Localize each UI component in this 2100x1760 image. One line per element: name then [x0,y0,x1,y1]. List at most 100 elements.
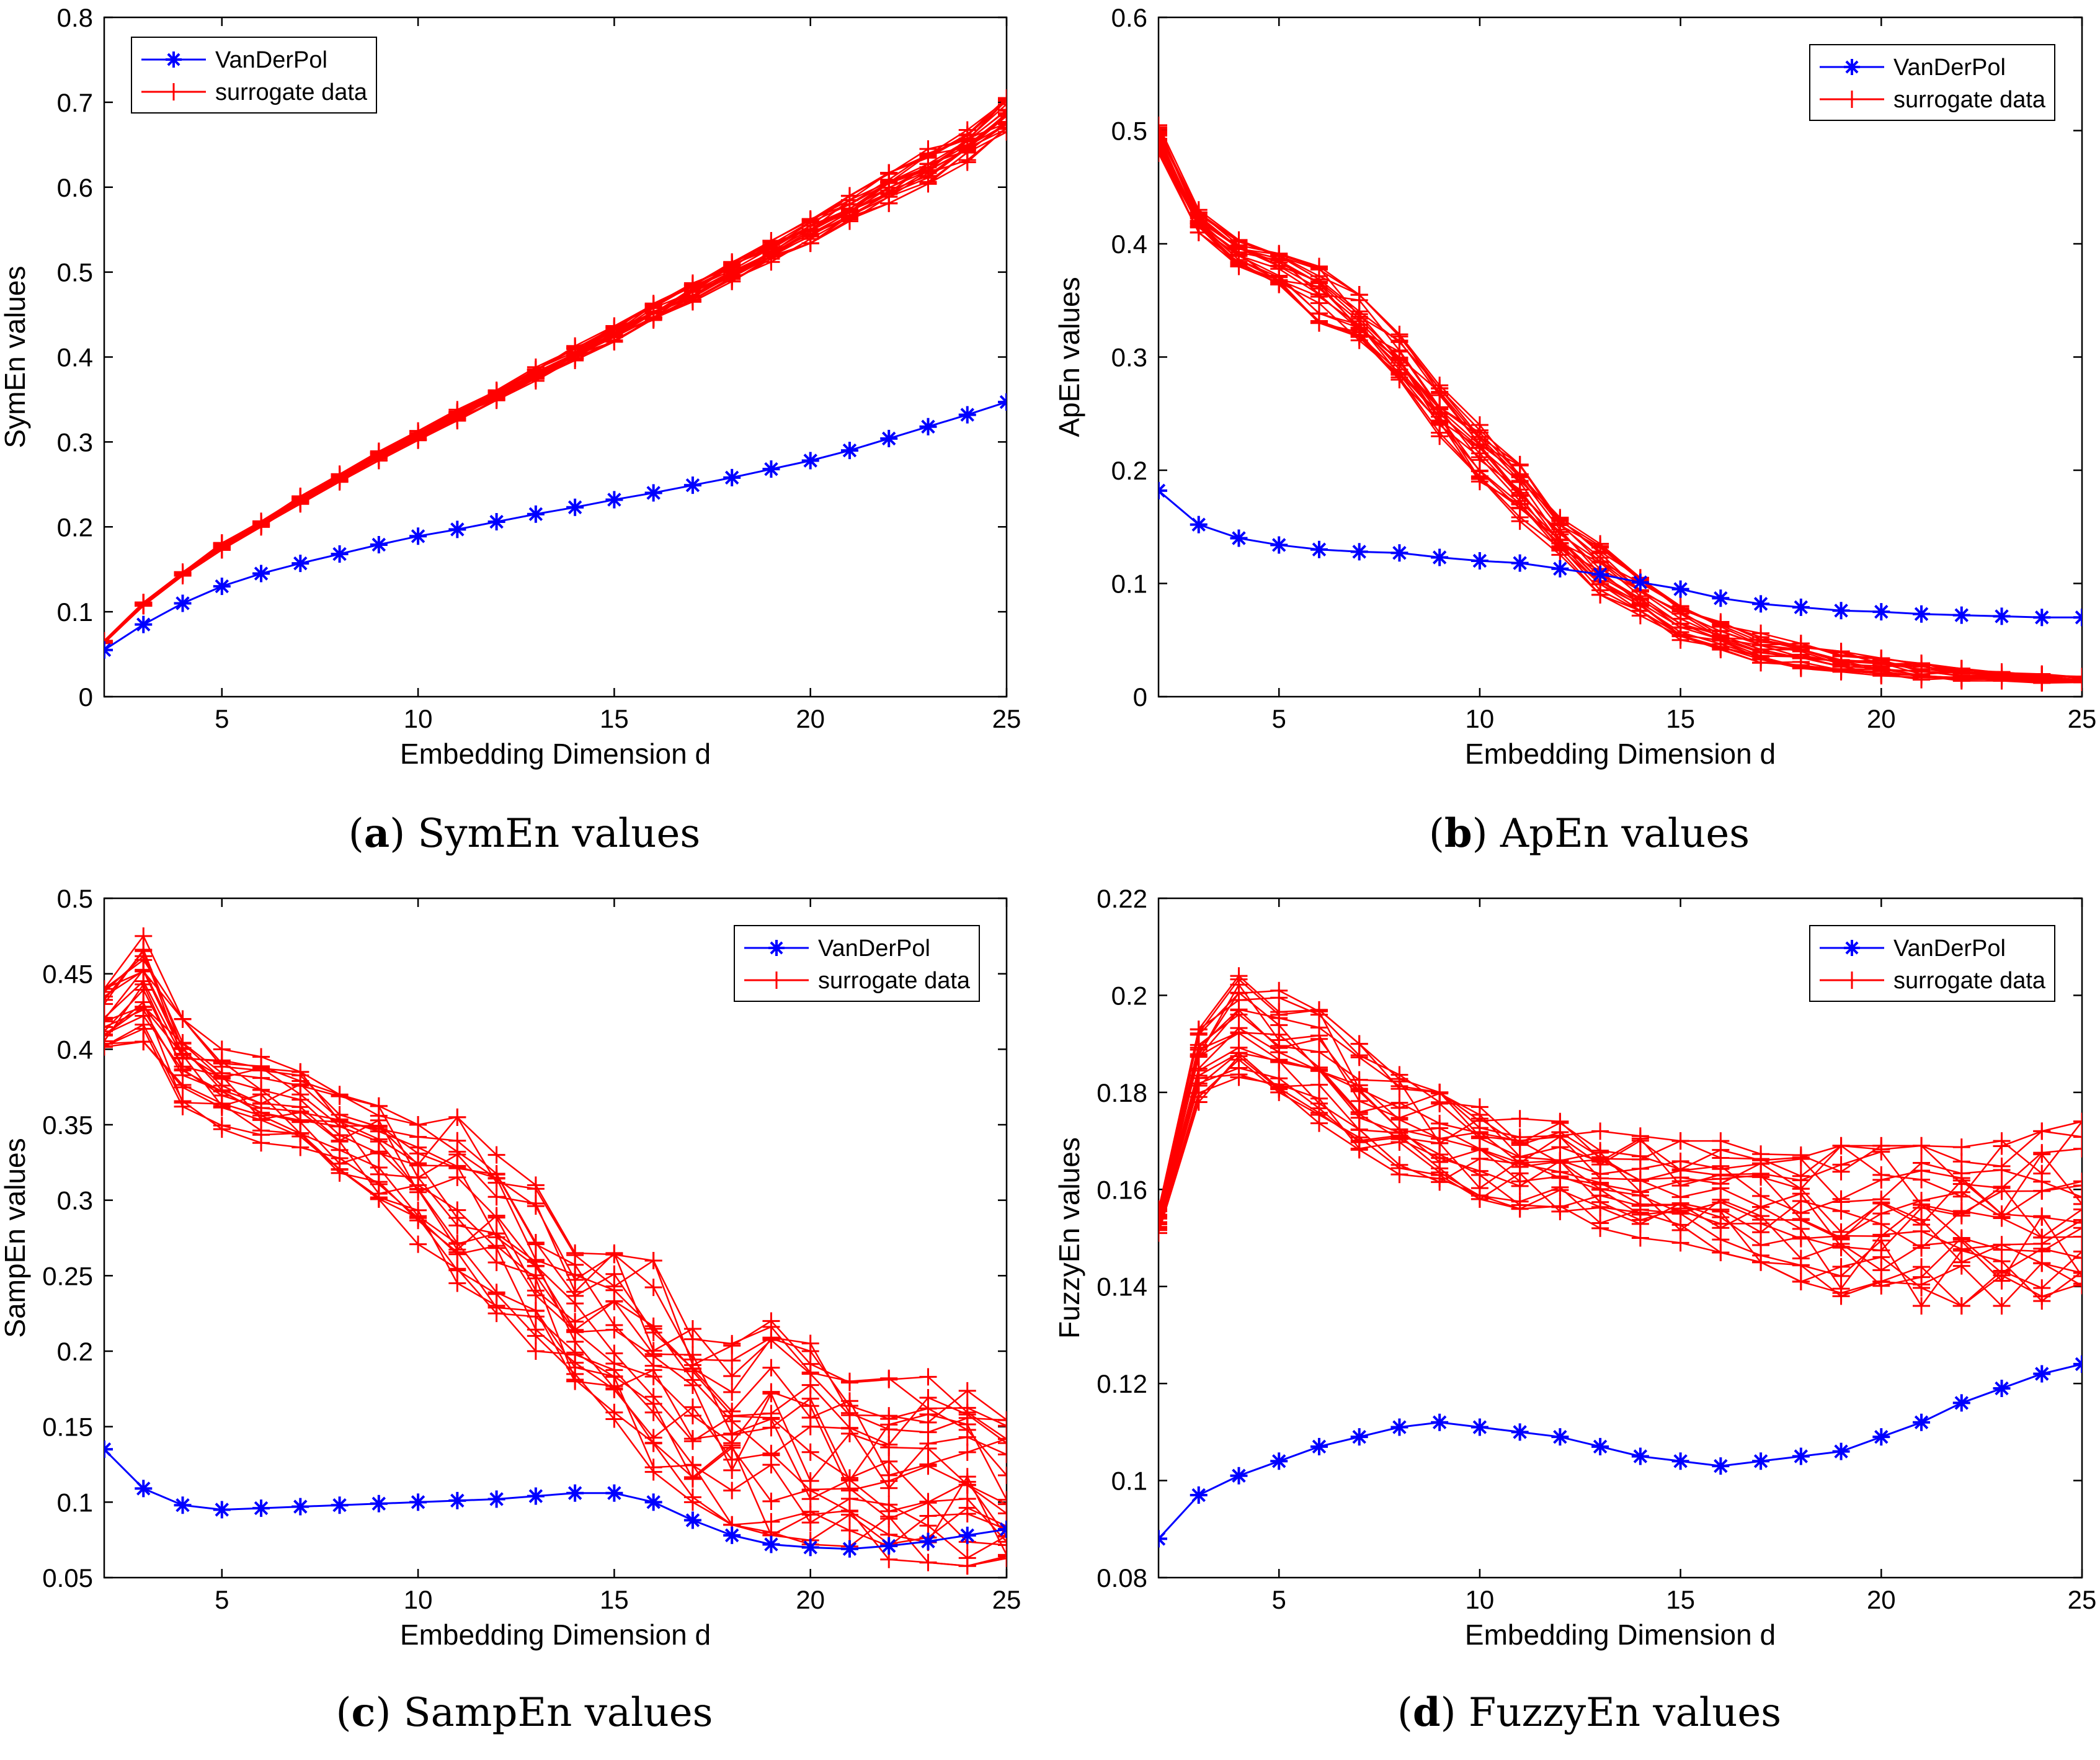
surrogate-marker [1952,1230,1970,1248]
surrogate-line [104,988,1007,1514]
vanderpol-point [1310,1437,1328,1455]
y-axis-label: SampEn values [0,1138,31,1338]
vanderpol-point [370,535,388,553]
y-tick-label: 0.25 [42,1261,93,1290]
surrogate-marker [1752,1253,1770,1271]
surrogate-marker [331,1086,349,1104]
surrogate-marker [919,1493,937,1511]
surrogate-marker [1872,1277,1890,1295]
surrogate-marker [1511,1128,1529,1146]
surrogate-marker [1872,649,1890,667]
vanderpol-point [252,1499,270,1517]
vanderpol-point [919,1532,937,1550]
surrogate-marker [331,466,349,484]
vanderpol-point [135,1480,153,1498]
surrogate-marker [1230,1039,1248,1056]
surrogate-marker [1511,1110,1529,1128]
vanderpol-point [683,1511,701,1529]
surrogate-marker [1310,1062,1328,1080]
surrogate-marker [2033,1182,2051,1200]
y-tick-label: 0.3 [1111,343,1147,372]
surrogate-marker [840,1472,858,1490]
surrogate-marker [762,1318,780,1336]
surrogate-marker [104,1012,113,1030]
surrogate-marker [2073,1264,2082,1282]
surrogate-marker [762,1446,780,1464]
surrogate-marker [683,1351,701,1369]
axes-box [103,16,1008,698]
panel-apen: 5 10 15 20 25 0 0.1 0.2 0.3 0.4 0.5 0.6 Embedding Di… [1053,3,2096,857]
surrogate-marker [1872,1261,1890,1279]
vanderpol-series [104,1441,1007,1558]
surrogate-marker [644,1323,662,1341]
surrogate-marker [1159,120,1167,138]
surrogate-marker [104,1026,113,1044]
surrogate-marker [958,1549,976,1567]
surrogate-marker [605,1403,623,1421]
surrogate-marker [2073,1195,2082,1213]
panel-caption: (d) FuzzyEn values [1397,1689,1781,1736]
legend-surrogate-marker [1843,91,1861,108]
y-tick-label: 0.6 [57,173,93,202]
surrogate-marker [1993,1205,2011,1223]
surrogate-marker [1159,1205,1167,1223]
vanderpol-point [1993,607,2011,625]
panel-caption: (b) ApEn values [1429,810,1750,857]
surrogate-marker [487,1208,505,1226]
y-tick-label: 0.1 [57,1488,93,1517]
vanderpol-point [1190,516,1208,534]
surrogate-marker [487,1169,505,1187]
surrogate-marker [1270,1070,1288,1088]
surrogate-line [104,980,1007,1501]
plot-area [104,927,1007,1575]
vanderpol-point [1230,1467,1248,1485]
surrogate-marker [1792,638,1810,656]
surrogate-marker [409,1116,427,1133]
surrogate-marker [1431,377,1449,395]
surrogate-marker [527,1302,545,1320]
surrogate-marker [1832,1163,1850,1181]
panel-sampen: 5 10 15 20 25 0.05 0.1 0.15 0.2 0.25 0.3 0.35 0.4 0.4… [0,884,1021,1736]
surrogate-marker [1431,1115,1449,1133]
vanderpol-point [762,460,780,478]
x-tick-label: 5 [1272,1585,1286,1614]
legend-vanderpol-label: VanDerPol [818,936,930,962]
surrogate-marker [1159,1208,1167,1226]
surrogate-marker [1511,467,1529,485]
surrogate-marker [998,114,1007,132]
surrogate-marker [370,1097,388,1115]
vanderpol-point [880,429,898,447]
surrogate-marker [1230,232,1248,250]
surrogate-marker [723,1461,741,1479]
surrogate-marker [174,564,192,582]
surrogate-marker [1712,1132,1730,1150]
y-tick-label: 0.2 [1111,981,1147,1010]
surrogate-marker [1390,1070,1408,1088]
surrogate-marker [1712,1215,1730,1233]
vanderpol-point [1230,529,1248,547]
vanderpol-line [104,401,1007,651]
legend-surrogate-marker [1843,972,1861,989]
vanderpol-point [998,1521,1007,1539]
x-tick-label: 10 [1466,1585,1495,1614]
vanderpol-point [644,1493,662,1511]
surrogate-series-group [1159,967,2082,1315]
y-tick-label: 0.3 [57,1186,93,1215]
y-tick-label: 0.5 [57,884,93,913]
surrogate-marker [605,1277,623,1295]
surrogate-marker [2033,1208,2051,1226]
surrogate-marker [370,444,388,462]
surrogate-marker [1671,1204,1689,1222]
vanderpol-point [2033,609,2051,627]
surrogate-marker [998,1430,1007,1448]
surrogate-marker [409,1207,427,1225]
surrogate-marker [487,1305,505,1323]
legend-surrogate-marker [768,972,785,989]
surrogate-marker [801,1514,819,1532]
surrogate-marker [1752,1168,1770,1186]
x-tick-label: 25 [992,1585,1021,1614]
vanderpol-point [1913,1413,1931,1431]
vanderpol-point [213,1501,231,1519]
y-tick-label: 0.08 [1097,1563,1147,1592]
y-tick-label: 0.7 [57,88,93,117]
